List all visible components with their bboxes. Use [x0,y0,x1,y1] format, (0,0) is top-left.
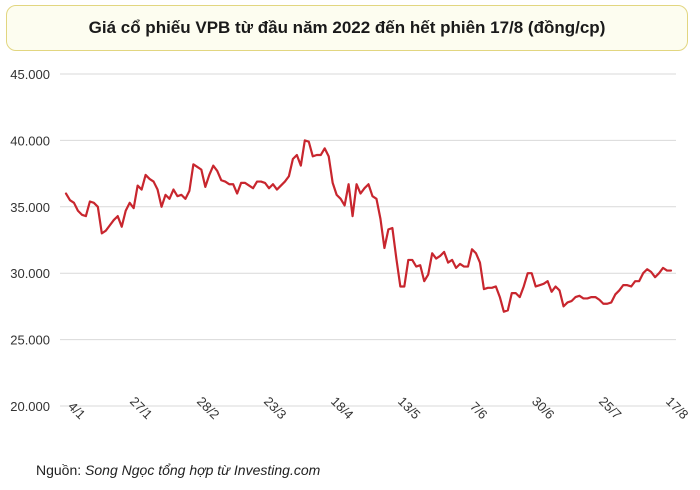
x-tick-label: 17/8 [663,394,692,423]
chart-title-box: Giá cổ phiếu VPB từ đầu năm 2022 đến hết… [6,5,688,51]
x-tick-label: 25/7 [596,394,625,423]
y-tick-label: 40.000 [10,133,50,148]
x-tick-label: 28/2 [194,394,223,423]
y-tick-label: 20.000 [10,399,50,414]
y-tick-label: 45.000 [10,67,50,82]
y-tick-label: 30.000 [10,266,50,281]
x-tick-label: 13/5 [395,394,424,423]
source-note: Nguồn: Song Ngọc tổng hợp từ Investing.c… [36,462,320,478]
price-line [64,139,673,313]
x-tick-label: 30/6 [529,394,558,423]
source-text: Song Ngọc tổng hợp từ Investing.com [85,462,321,478]
x-tick-label: 23/3 [261,394,290,423]
x-tick-label: 4/1 [65,399,88,422]
x-tick-label: 18/4 [328,394,357,423]
x-tick-label: 27/1 [127,394,156,423]
x-tick-label: 7/6 [467,399,490,422]
chart-title: Giá cổ phiếu VPB từ đầu năm 2022 đến hết… [88,18,606,37]
y-tick-label: 35.000 [10,200,50,215]
source-label: Nguồn: [36,462,82,478]
y-tick-label: 25.000 [10,333,50,348]
